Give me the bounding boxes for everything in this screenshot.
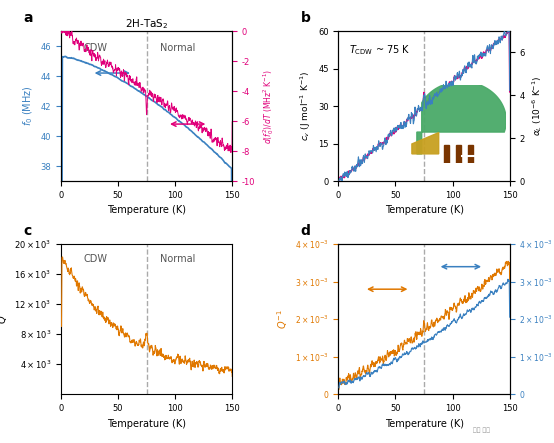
Text: Normal: Normal: [160, 43, 196, 53]
Text: CDW: CDW: [83, 254, 107, 264]
Text: 低维 基础: 低维 基础: [474, 427, 490, 433]
X-axis label: Temperature (K): Temperature (K): [107, 419, 186, 428]
Text: c: c: [23, 224, 32, 238]
Y-axis label: $f_0$ (MHz): $f_0$ (MHz): [21, 85, 35, 126]
Text: d: d: [301, 224, 311, 238]
Text: $T_{\mathrm{CDW}}$ ~ 75 K: $T_{\mathrm{CDW}}$ ~ 75 K: [348, 43, 410, 57]
Text: Normal: Normal: [160, 254, 196, 264]
Title: 2H-TaS$_2$: 2H-TaS$_2$: [125, 17, 168, 31]
Y-axis label: $Q^{-1}$: $Q^{-1}$: [275, 309, 290, 329]
X-axis label: Temperature (K): Temperature (K): [384, 206, 464, 215]
Text: a: a: [23, 11, 33, 25]
Text: CDW: CDW: [83, 43, 107, 53]
X-axis label: Temperature (K): Temperature (K): [107, 206, 186, 215]
X-axis label: Temperature (K): Temperature (K): [384, 419, 464, 428]
Text: b: b: [301, 11, 311, 25]
Y-axis label: $\alpha_L$ (10$^{-6}$ K$^{-1}$): $\alpha_L$ (10$^{-6}$ K$^{-1}$): [530, 76, 544, 136]
Y-axis label: $c_v$ (J mol$^{-1}$ K$^{-1}$): $c_v$ (J mol$^{-1}$ K$^{-1}$): [298, 71, 312, 141]
Y-axis label: $Q$: $Q$: [0, 315, 9, 324]
Y-axis label: $d(f_0^2)/dT$ (MHz$^2$ K$^{-1}$): $d(f_0^2)/dT$ (MHz$^2$ K$^{-1}$): [261, 68, 276, 144]
